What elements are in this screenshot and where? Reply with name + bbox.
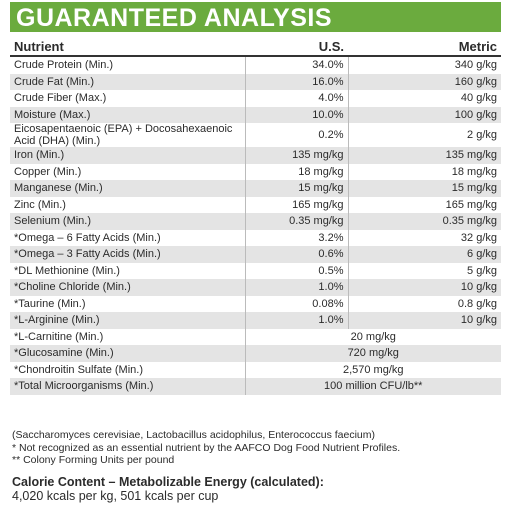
value-cell: 0.8 g/kg [347, 295, 501, 312]
table-row: Crude Fiber (Max.) 4.0% 40 g/kg [10, 90, 501, 107]
value-cell: 34.0% [244, 56, 348, 74]
value-cell: 0.2% [244, 123, 348, 147]
table-row: *Choline Chloride (Min.) 1.0% 10 g/kg [10, 279, 501, 296]
nutrient-cell: Zinc (Min.) [14, 198, 66, 211]
value-cell: 0.5% [244, 262, 348, 279]
table-row: Selenium (Min.) 0.35 mg/kg 0.35 mg/kg [10, 213, 501, 230]
nutrient-cell: Copper (Min.) [14, 165, 82, 178]
value-cell: 3.2% [244, 229, 348, 246]
column-header: U.S. [245, 37, 348, 57]
value-cell: 20 mg/kg [244, 328, 501, 345]
table-row: Copper (Min.) 18 mg/kg 18 mg/kg [10, 163, 501, 180]
footnote: (Saccharomyces cerevisiae, Lactobacillus… [12, 429, 375, 441]
table-row: *Total Microorganisms (Min.) 100 million … [10, 378, 501, 395]
nutrient-cell: *Omega – 6 Fatty Acids (Min.) [14, 231, 161, 244]
table-row: *Omega – 6 Fatty Acids (Min.) 3.2% 32 g/kg [10, 229, 501, 246]
value-cell: 165 mg/kg [347, 196, 501, 213]
value-cell: 100 million CFU/lb** [244, 378, 501, 395]
table-row: Iron (Min.) 135 mg/kg 135 mg/kg [10, 147, 501, 164]
calorie-title: Calorie Content – Metabolizable Energy (… [12, 475, 324, 489]
value-cell: 6 g/kg [347, 246, 501, 263]
table-row: Eicosapentaenoic (EPA) + Docosahexaenoic… [10, 123, 501, 147]
value-cell: 340 g/kg [347, 56, 501, 74]
analysis-table: Nutrient U.S. Metric Crude Protein (Min.… [10, 37, 501, 395]
value-cell: 1.0% [244, 312, 348, 329]
value-cell: 0.35 mg/kg [244, 213, 348, 230]
value-cell: 165 mg/kg [244, 196, 348, 213]
calorie-text: 4,020 kcals per kg, 501 kcals per cup [12, 489, 219, 503]
nutrient-cell: Selenium (Min.) [10, 213, 245, 230]
header-row: Nutrient U.S. Metric [10, 37, 501, 57]
nutrient-cell: *L-Arginine (Min.) [10, 312, 245, 329]
table-row: *L-Arginine (Min.) 1.0% 10 g/kg [10, 312, 501, 329]
column-header: Metric [348, 37, 501, 57]
value-cell: 0.6% [244, 246, 348, 263]
value-cell: 15 mg/kg [244, 180, 348, 197]
value-cell: 5 g/kg [347, 262, 501, 279]
footnote: ** Colony Forming Units per pound [12, 454, 175, 466]
table-row: *Omega – 3 Fatty Acids (Min.) 0.6% 6 g/kg [10, 246, 501, 263]
nutrient-cell: Crude Protein (Min.) [14, 59, 114, 72]
value-cell: 16.0% [244, 73, 348, 90]
value-cell: 720 mg/kg [244, 345, 501, 362]
value-cell: 10 g/kg [347, 312, 501, 329]
nutrient-cell: *Choline Chloride (Min.) [10, 279, 245, 296]
nutrient-cell: *Omega – 3 Fatty Acids (Min.) [10, 246, 245, 263]
nutrient-cell: Manganese (Min.) [10, 180, 245, 197]
value-cell: 32 g/kg [347, 229, 501, 246]
table-row: Manganese (Min.) 15 mg/kg 15 mg/kg [10, 180, 501, 197]
table-body: Crude Protein (Min.) 34.0% 340 g/kg Crude F… [10, 56, 501, 395]
table-row: Zinc (Min.) 165 mg/kg 165 mg/kg [10, 196, 501, 213]
footnote: * Not recognized as an essential nutrien… [12, 441, 401, 454]
value-cell: 4.0% [244, 90, 348, 107]
table-row: *Chondroitin Sulfate (Min.) 2,570 mg/kg [10, 361, 501, 378]
nutrient-cell: *L-Carnitine (Min.) [14, 330, 104, 343]
nutrient-cell: Moisture (Max.) [10, 106, 245, 123]
value-cell: 0.08% [244, 295, 348, 312]
nutrient-cell: Iron (Min.) [10, 147, 245, 164]
value-cell: 18 mg/kg [347, 163, 501, 180]
nutrient-cell: *DL Methionine (Min.) [14, 264, 120, 277]
column-header: Nutrient [10, 37, 245, 57]
value-cell: 1.0% [244, 279, 348, 296]
value-cell: 135 mg/kg [244, 147, 348, 164]
table-row: *Glucosamine (Min.) 720 mg/kg [10, 345, 501, 362]
nutrient-cell: *Chondroitin Sulfate (Min.) [14, 363, 144, 376]
value-cell: 15 mg/kg [347, 180, 501, 197]
table-row: Crude Fat (Min.) 16.0% 160 g/kg [10, 73, 501, 90]
value-cell: 100 g/kg [347, 106, 501, 123]
value-cell: 2 g/kg [347, 123, 501, 147]
table-row: Crude Protein (Min.) 34.0% 340 g/kg [10, 56, 501, 74]
value-cell: 135 mg/kg [347, 147, 501, 164]
value-cell: 0.35 mg/kg [347, 213, 501, 230]
nutrient-cell: *Taurine (Min.) [14, 297, 86, 310]
calorie-content: Calorie Content – Metabolizable Energy (… [12, 475, 324, 503]
nutrient-cell: Eicosapentaenoic (EPA) + Docosahexaenoic… [14, 123, 233, 147]
value-cell: 10.0% [244, 106, 348, 123]
value-cell: 40 g/kg [347, 90, 501, 107]
nutrient-cell: *Glucosamine (Min.) [10, 345, 245, 362]
table-row: *Taurine (Min.) 0.08% 0.8 g/kg [10, 295, 501, 312]
value-cell: 10 g/kg [347, 279, 501, 296]
table-row: *L-Carnitine (Min.) 20 mg/kg [10, 328, 501, 345]
value-cell: 2,570 mg/kg [244, 361, 501, 378]
value-cell: 160 g/kg [347, 73, 501, 90]
nutrient-cell: Crude Fat (Min.) [10, 73, 245, 90]
table-row: Moisture (Max.) 10.0% 100 g/kg [10, 106, 501, 123]
nutrient-cell: Crude Fiber (Max.) [14, 92, 107, 105]
table-row: *DL Methionine (Min.) 0.5% 5 g/kg [10, 262, 501, 279]
footnotes: (Saccharomyces cerevisiae, Lactobacillus… [12, 429, 400, 467]
title: GUARANTEED ANALYSIS [10, 2, 501, 32]
nutrient-cell: *Total Microorganisms (Min.) [10, 378, 245, 395]
value-cell: 18 mg/kg [244, 163, 348, 180]
